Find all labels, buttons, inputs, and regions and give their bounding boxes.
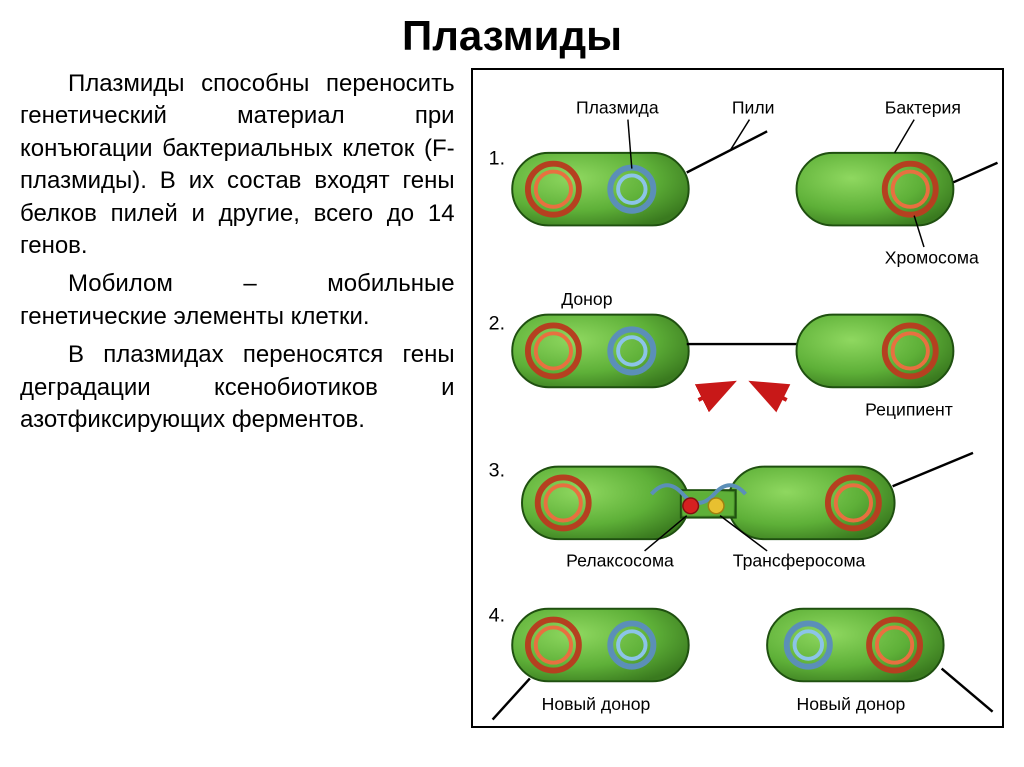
conjugation-diagram: 1. Плазмида Пил [471, 68, 1004, 728]
step2-donor [512, 315, 798, 388]
step2-recipient [796, 315, 953, 388]
label-transferosoma: Трансферосома [732, 551, 865, 571]
step-number-3: 3. [488, 459, 504, 481]
page-title: Плазмиды [0, 0, 1024, 68]
label-relaksosoma: Релаксосома [566, 551, 674, 571]
step1-donor-bacterium [512, 131, 767, 225]
label-plazmida: Плазмида [576, 98, 659, 118]
diagram-svg: 1. Плазмида Пил [473, 70, 1002, 726]
step3-joined [522, 453, 973, 539]
arrow-right [755, 384, 786, 400]
step-number-2: 2. [488, 312, 504, 334]
step-number-4: 4. [488, 605, 504, 627]
paragraph-2: Мобилом – мобильные генетические элемент… [20, 268, 455, 333]
label-retsipient: Реципиент [865, 400, 953, 420]
arrow-left [698, 384, 729, 400]
paragraph-1: Плазмиды способны переносить генетически… [20, 68, 455, 262]
step1-recipient-bacterium [796, 153, 997, 226]
text-column: Плазмиды способны переносить генетически… [20, 68, 455, 728]
label-novyy-donor-2: Новый донор [796, 694, 905, 714]
label-novyy-donor-1: Новый донор [541, 694, 650, 714]
leader-bakteriya [894, 120, 914, 153]
paragraph-3: В плазмидах переносятся гены деградации … [20, 339, 455, 436]
label-donor: Донор [561, 289, 612, 309]
label-bakteriya: Бактерия [884, 98, 960, 118]
content-row: Плазмиды способны переносить генетически… [0, 68, 1024, 728]
label-khromosoma: Хромосома [884, 248, 978, 268]
label-pili: Пили [731, 98, 774, 118]
step-number-1: 1. [488, 148, 504, 170]
